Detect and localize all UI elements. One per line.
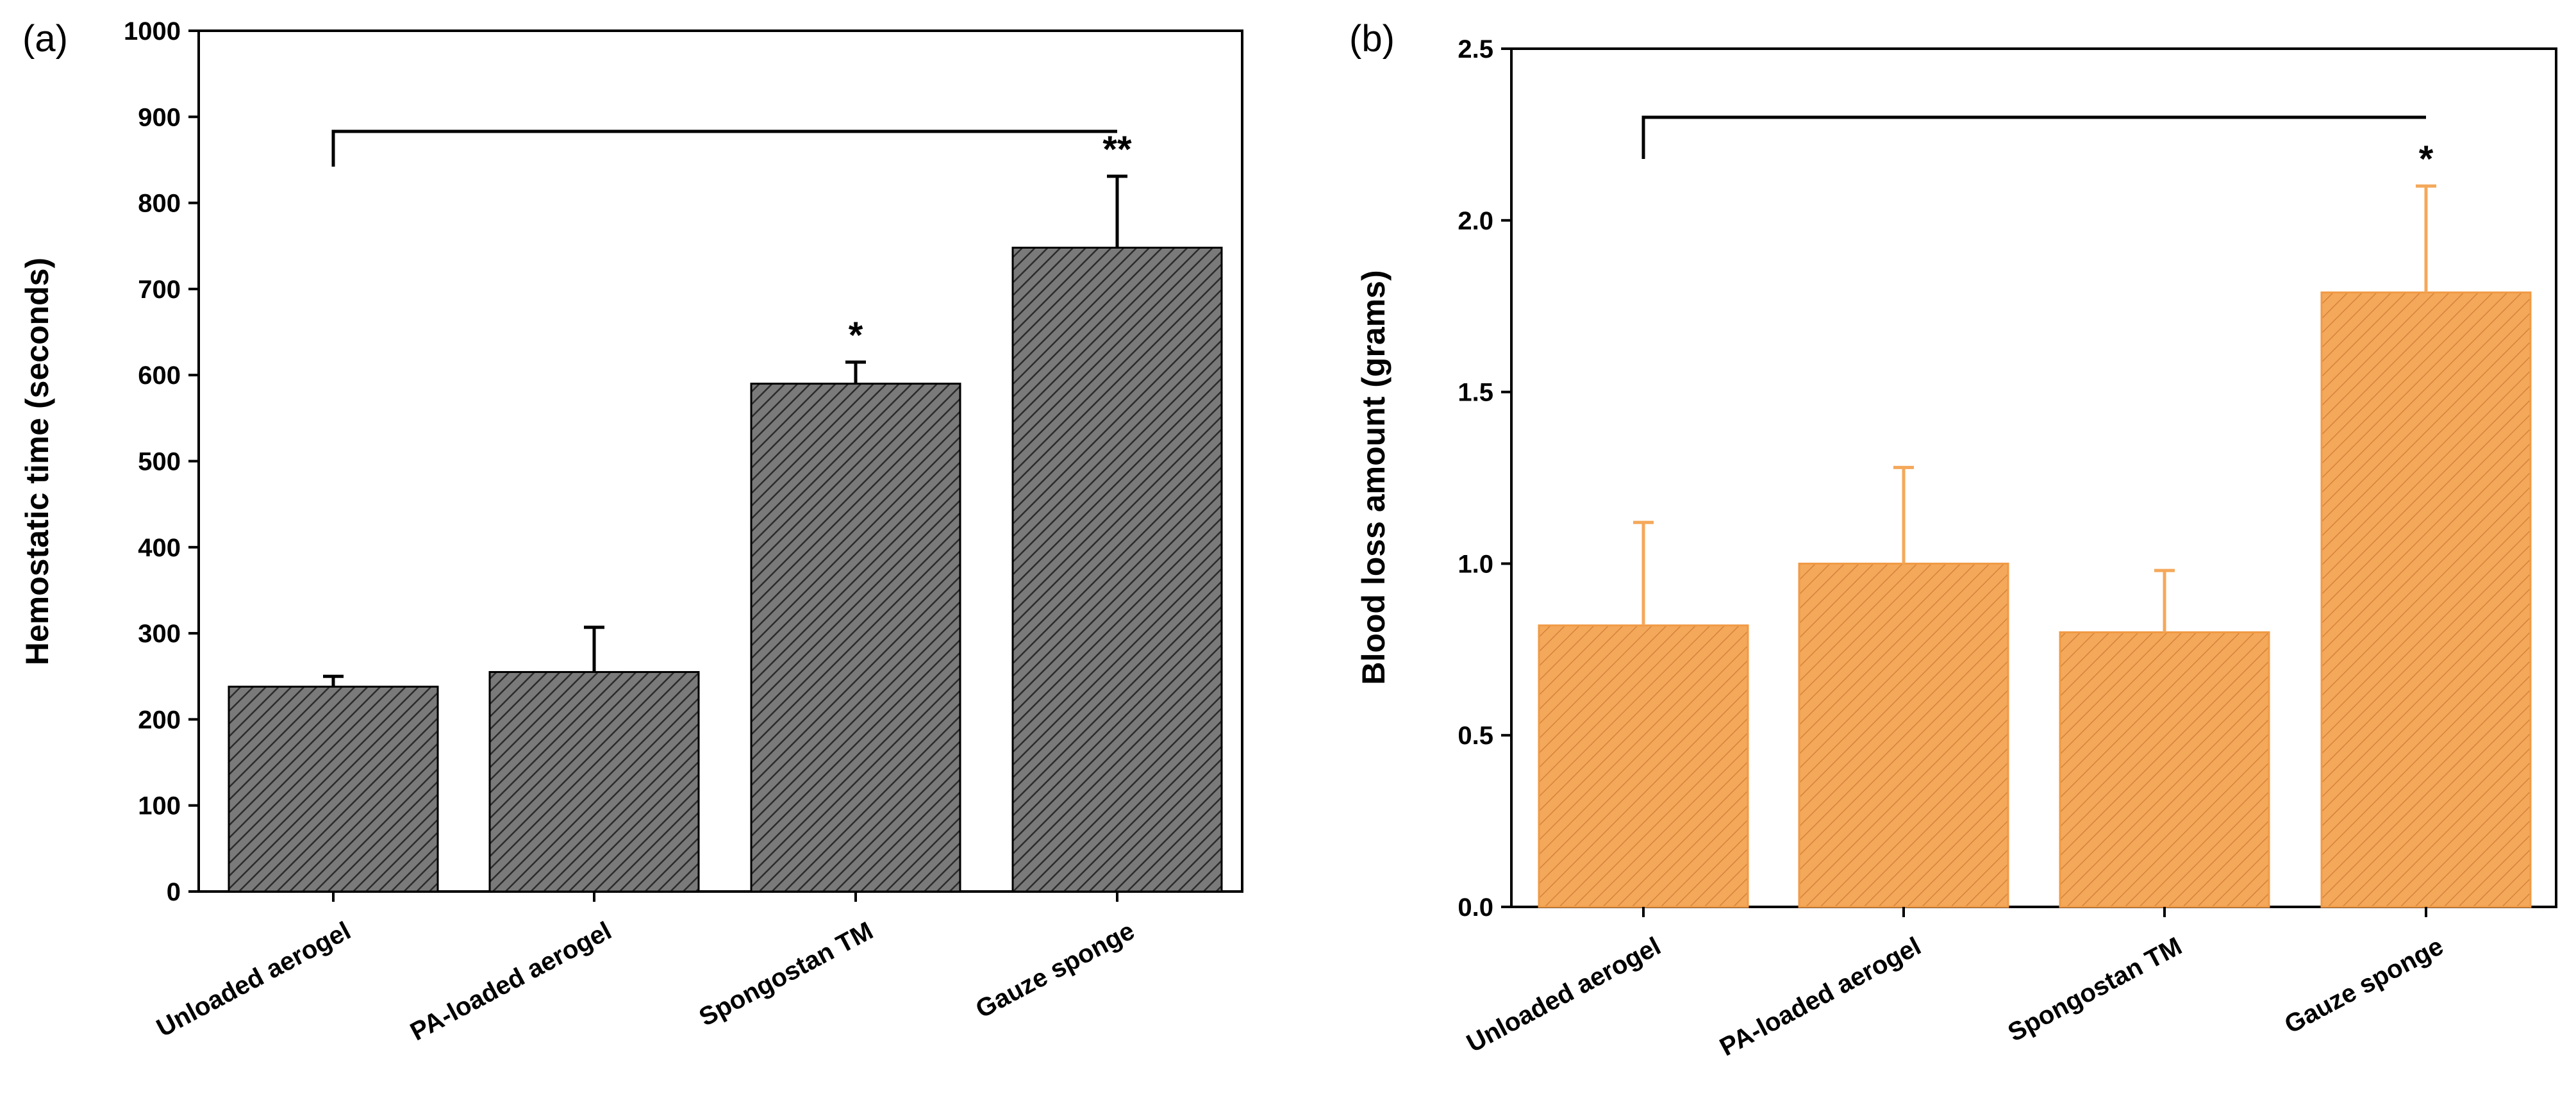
- y-tick-label: 600: [138, 361, 181, 390]
- panel-b-x-axis: Unloaded aerogel PA-loaded aerogel Spongos…: [1462, 907, 2448, 1061]
- y-tick-label: 0: [167, 878, 181, 906]
- panel-a-bars: [228, 246, 1223, 893]
- y-tick-label: 400: [138, 534, 181, 562]
- bar-gauze-sponge: [2320, 291, 2532, 908]
- bar-gauze-sponge: [1011, 246, 1223, 893]
- panel-b-y-axis: 0.0 0.5 1.0 1.5 2.0 2.5: [1458, 35, 1511, 922]
- bar-spongostan-tm: [2059, 631, 2270, 908]
- y-tick-label: 100: [138, 792, 181, 820]
- panel-a-letter: (a): [22, 18, 68, 60]
- bracket-line: [1641, 115, 2426, 159]
- x-category-label: Unloaded aerogel: [152, 917, 355, 1042]
- x-category-label: Spongostan TM: [2004, 932, 2187, 1047]
- panel-b-y-axis-title: Blood loss amount (grams): [1356, 270, 1392, 685]
- y-tick-label: 2.5: [1458, 35, 1493, 63]
- panel-b: (b) 0.0 0.5 1.0 1.5 2.0 2.5 * Unloaded aeroge…: [1349, 18, 2557, 1061]
- significance-marker: *: [849, 315, 863, 356]
- y-tick-label: 2.0: [1458, 207, 1493, 235]
- x-category-label: Unloaded aerogel: [1462, 932, 1665, 1058]
- bar-unloaded-aerogel: [1538, 624, 1749, 908]
- y-tick-label: 800: [138, 190, 181, 218]
- panel-b-plot-frame: [1510, 47, 2557, 908]
- y-tick-label: 1.5: [1458, 379, 1493, 407]
- x-category-label: Gauze sponge: [971, 917, 1139, 1024]
- x-category-label: PA-loaded aerogel: [406, 917, 616, 1046]
- y-tick-label: 1.0: [1458, 550, 1493, 578]
- bar-spongostan-tm: [750, 383, 961, 893]
- significance-marker: **: [1102, 129, 1132, 170]
- panel-a-y-axis-title: Hemostatic time (seconds): [19, 258, 55, 665]
- bracket-line: [331, 129, 1117, 167]
- y-tick-label: 900: [138, 103, 181, 131]
- panel-a-significance: ***: [849, 129, 1132, 356]
- x-category-label: Gauze sponge: [2280, 932, 2448, 1039]
- panel-a-x-axis: Unloaded aerogel PA-loaded aerogel Spongos…: [152, 892, 1139, 1046]
- panel-a-error-bars: [323, 174, 1127, 687]
- bar-pa-loaded-aerogel: [1798, 562, 2009, 908]
- y-tick-label: 0.5: [1458, 722, 1493, 750]
- x-category-label: PA-loaded aerogel: [1715, 932, 1925, 1061]
- x-category-label: Spongostan TM: [695, 917, 878, 1032]
- bar-unloaded-aerogel: [228, 685, 439, 893]
- panel-a-y-axis: 0 100 200 300 400 500 600 700 800 900 1000: [124, 17, 199, 906]
- panel-b-error-bars: [1633, 184, 2436, 633]
- bar-pa-loaded-aerogel: [488, 671, 700, 893]
- y-tick-label: 300: [138, 620, 181, 648]
- significance-marker: *: [2419, 138, 2434, 180]
- panel-b-significance: *: [2419, 138, 2434, 180]
- y-tick-label: 500: [138, 448, 181, 476]
- panel-b-letter: (b): [1349, 18, 1395, 60]
- y-tick-label: 0.0: [1458, 893, 1493, 922]
- panel-b-bars: [1538, 291, 2532, 908]
- panel-a-comparison-bracket: [331, 129, 1117, 167]
- y-tick-label: 200: [138, 706, 181, 734]
- panel-b-comparison-bracket: [1641, 115, 2426, 159]
- y-tick-label: 1000: [124, 17, 181, 46]
- y-tick-label: 700: [138, 276, 181, 304]
